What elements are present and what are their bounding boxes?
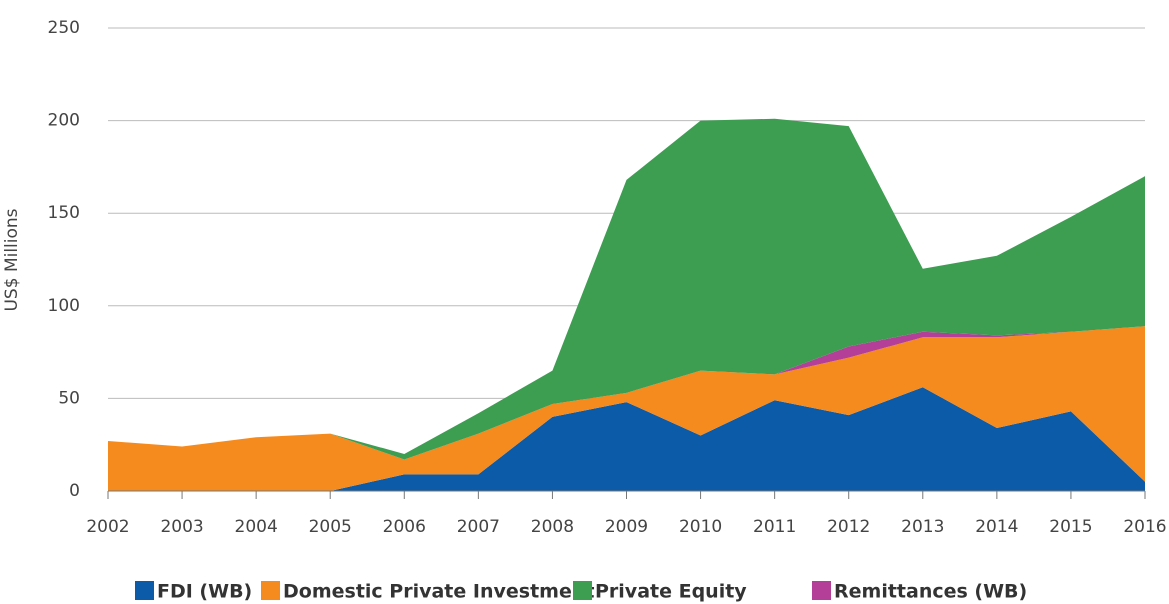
x-tick-label: 2015 bbox=[1049, 517, 1092, 537]
legend-swatch bbox=[261, 581, 280, 600]
x-tick-label: 2005 bbox=[309, 517, 352, 537]
legend-swatch bbox=[573, 581, 592, 600]
y-tick-label: 250 bbox=[48, 18, 80, 38]
x-tick-label: 2007 bbox=[457, 517, 500, 537]
x-tick-label: 2009 bbox=[605, 517, 648, 537]
legend-label: FDI (WB) bbox=[157, 581, 252, 603]
y-tick-label: 150 bbox=[48, 203, 80, 223]
legend-label: Domestic Private Investment bbox=[283, 581, 594, 603]
x-tick-label: 2006 bbox=[383, 517, 426, 537]
legend-label: Private Equity bbox=[595, 581, 747, 603]
legend-label: Remittances (WB) bbox=[834, 581, 1027, 603]
x-tick-label: 2010 bbox=[679, 517, 722, 537]
x-tick-label: 2003 bbox=[160, 517, 203, 537]
x-tick-label: 2014 bbox=[975, 517, 1018, 537]
y-tick-label: 50 bbox=[58, 388, 80, 408]
legend-swatch bbox=[812, 581, 831, 600]
x-tick-label: 2016 bbox=[1123, 517, 1166, 537]
x-tick-label: 2011 bbox=[753, 517, 796, 537]
x-tick-label: 2013 bbox=[901, 517, 944, 537]
x-tick-label: 2004 bbox=[235, 517, 278, 537]
y-tick-label: 200 bbox=[48, 111, 80, 131]
legend-swatch bbox=[135, 581, 154, 600]
area bbox=[108, 118, 1145, 460]
y-tick-label: 0 bbox=[69, 481, 80, 501]
y-tick-label: 100 bbox=[48, 296, 80, 316]
y-axis-label: US$ Millions bbox=[2, 208, 22, 311]
area bbox=[108, 387, 1145, 491]
x-tick-label: 2002 bbox=[86, 517, 129, 537]
x-tick-label: 2008 bbox=[531, 517, 574, 537]
x-tick-label: 2012 bbox=[827, 517, 870, 537]
area bbox=[108, 326, 1145, 491]
